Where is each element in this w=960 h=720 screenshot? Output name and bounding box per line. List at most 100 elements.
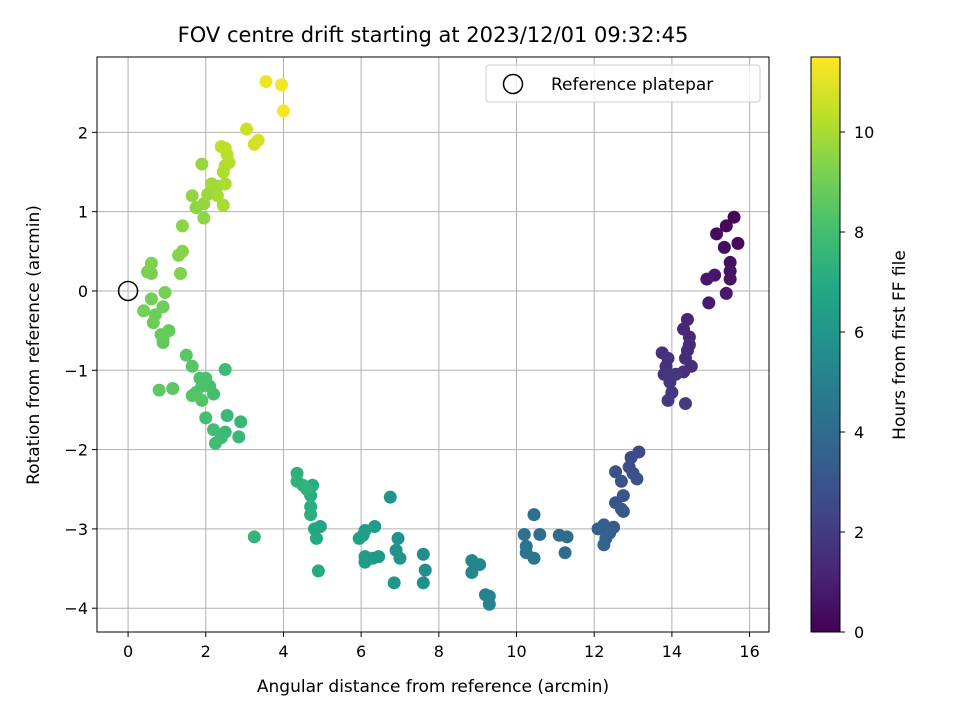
data-point bbox=[234, 415, 248, 429]
data-point bbox=[552, 528, 566, 542]
data-point bbox=[597, 538, 611, 552]
x-tick-label: 10 bbox=[506, 642, 526, 661]
data-point bbox=[175, 244, 189, 258]
data-point bbox=[185, 189, 199, 203]
data-point bbox=[300, 482, 314, 496]
data-point bbox=[158, 286, 172, 300]
data-point bbox=[195, 393, 209, 407]
scatter-points bbox=[137, 75, 745, 611]
data-point bbox=[352, 531, 366, 545]
data-point bbox=[387, 576, 401, 590]
data-point bbox=[174, 267, 188, 281]
y-tick-label: −4 bbox=[64, 599, 88, 618]
data-point bbox=[205, 177, 219, 191]
data-point bbox=[218, 177, 232, 191]
colorbar-ticks: 0 2 4 6 8 10 bbox=[840, 123, 874, 642]
data-point bbox=[358, 555, 372, 569]
data-point bbox=[723, 272, 737, 286]
x-axis-label: Angular distance from reference (arcmin) bbox=[257, 677, 609, 697]
data-point bbox=[517, 527, 531, 541]
y-tick-label: 1 bbox=[78, 203, 88, 222]
data-point bbox=[232, 430, 246, 444]
data-point bbox=[727, 210, 741, 224]
data-point bbox=[614, 474, 628, 488]
data-point bbox=[558, 546, 572, 560]
data-point bbox=[416, 547, 430, 561]
colorbar-label: Hours from first FF file bbox=[890, 250, 910, 440]
data-point bbox=[247, 530, 261, 544]
data-point bbox=[368, 520, 382, 534]
y-tick-label: 0 bbox=[78, 282, 88, 301]
data-point bbox=[702, 296, 716, 310]
data-point bbox=[275, 78, 289, 92]
data-point bbox=[719, 219, 733, 233]
legend-marker-icon bbox=[502, 73, 524, 95]
x-axis-ticks: 0 2 4 6 8 10 12 14 16 bbox=[123, 632, 760, 661]
data-point bbox=[199, 411, 213, 425]
data-point bbox=[391, 531, 405, 545]
data-point bbox=[218, 362, 232, 376]
data-point bbox=[527, 551, 541, 565]
data-point bbox=[156, 300, 170, 314]
x-tick-label: 4 bbox=[278, 642, 288, 661]
data-point bbox=[208, 436, 222, 450]
data-point bbox=[195, 157, 209, 171]
data-point bbox=[240, 122, 254, 136]
x-tick-label: 16 bbox=[739, 642, 759, 661]
legend: Reference platepar bbox=[485, 64, 761, 103]
data-point bbox=[214, 140, 228, 154]
y-grid bbox=[97, 131, 769, 609]
plot-frame bbox=[96, 56, 770, 633]
x-tick-label: 12 bbox=[584, 642, 604, 661]
reference-platepar-marker bbox=[117, 280, 139, 302]
data-point bbox=[259, 75, 273, 89]
data-point bbox=[251, 133, 265, 147]
colorbar-tick-label: 2 bbox=[854, 523, 864, 542]
colorbar-tick-label: 8 bbox=[854, 223, 864, 242]
data-point bbox=[465, 566, 479, 580]
data-point bbox=[175, 219, 189, 233]
data-point bbox=[311, 564, 325, 578]
x-tick-label: 0 bbox=[123, 642, 133, 661]
x-tick-label: 14 bbox=[662, 642, 682, 661]
colorbar-tick-label: 6 bbox=[854, 323, 864, 342]
data-point bbox=[731, 236, 745, 250]
data-point bbox=[276, 104, 290, 118]
data-point bbox=[144, 292, 158, 306]
data-point bbox=[383, 490, 397, 504]
data-point bbox=[185, 389, 199, 403]
y-axis-label: Rotation from reference (arcmin) bbox=[24, 205, 44, 485]
data-point bbox=[152, 383, 166, 397]
data-point bbox=[154, 328, 168, 342]
data-point bbox=[179, 348, 193, 362]
data-point bbox=[304, 508, 318, 522]
data-point bbox=[482, 597, 496, 611]
data-point bbox=[220, 408, 234, 422]
data-point bbox=[527, 508, 541, 522]
chart-title: FOV centre drift starting at 2023/12/01 … bbox=[178, 23, 689, 47]
data-point bbox=[663, 375, 677, 389]
data-point bbox=[678, 397, 692, 411]
data-point bbox=[609, 465, 623, 479]
y-tick-label: −2 bbox=[64, 441, 88, 460]
data-point bbox=[210, 189, 224, 203]
data-point bbox=[630, 472, 644, 486]
data-point bbox=[719, 286, 733, 300]
data-point bbox=[416, 576, 430, 590]
y-axis-ticks: −4 −3 −2 −1 0 1 2 bbox=[64, 123, 97, 618]
colorbar-gradient bbox=[811, 57, 840, 632]
data-point bbox=[197, 211, 211, 225]
data-point bbox=[393, 551, 407, 565]
data-point bbox=[137, 304, 151, 318]
data-point bbox=[418, 563, 432, 577]
data-point bbox=[216, 198, 230, 212]
data-point bbox=[616, 504, 630, 518]
colorbar-frame bbox=[810, 56, 841, 633]
data-point bbox=[717, 240, 731, 254]
data-point bbox=[710, 227, 724, 241]
data-point bbox=[146, 316, 160, 330]
data-point bbox=[533, 527, 547, 541]
x-grid bbox=[127, 57, 751, 632]
y-tick-label: −1 bbox=[64, 361, 88, 380]
